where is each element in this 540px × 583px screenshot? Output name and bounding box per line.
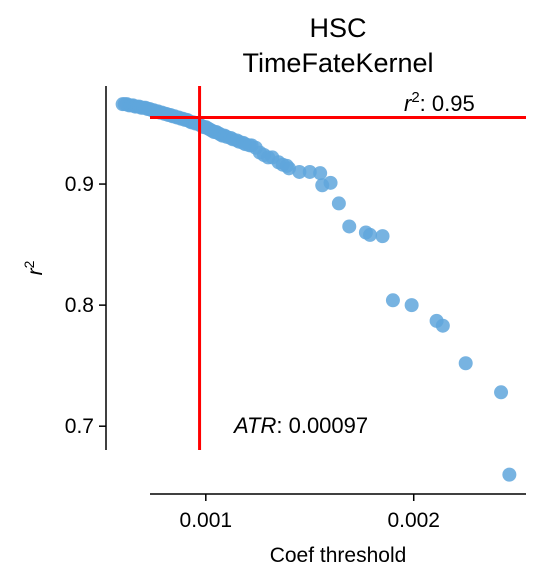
scatter-point bbox=[458, 356, 473, 371]
scatter-point bbox=[502, 467, 517, 482]
x-tick-label: 0.002 bbox=[387, 509, 440, 532]
scatter-point bbox=[494, 385, 509, 400]
atr-annotation-name: ATR bbox=[232, 413, 276, 438]
y-tick-label: 0.8 bbox=[65, 294, 94, 317]
y-axis-label-sup: 2 bbox=[21, 260, 37, 268]
chart-title-line-2: TimeFateKernel bbox=[242, 48, 433, 78]
scatter-point bbox=[315, 178, 330, 193]
scatter-point bbox=[404, 298, 419, 313]
x-axis-ticks: 0.001 0.002 bbox=[180, 494, 440, 532]
atr-annotation: ATR: 0.00097 bbox=[232, 413, 368, 438]
scatter-point bbox=[331, 196, 346, 211]
scatter-point bbox=[342, 219, 357, 234]
scatter-point bbox=[385, 293, 400, 308]
scatter-point bbox=[435, 318, 450, 333]
y-axis-ticks: 0.7 0.8 0.9 bbox=[65, 173, 106, 438]
r2-annotation-sup: 2 bbox=[411, 89, 419, 106]
scatter-point bbox=[363, 227, 378, 242]
scatter-point bbox=[313, 166, 328, 181]
scatter-point bbox=[375, 229, 390, 244]
x-tick-label: 0.001 bbox=[180, 509, 233, 532]
atr-annotation-value: : 0.00097 bbox=[276, 413, 368, 438]
scatter-point bbox=[302, 164, 317, 179]
scatter-point bbox=[292, 164, 307, 179]
y-axis-label-base: r bbox=[24, 267, 47, 275]
y-axis-label: r2 bbox=[21, 260, 47, 275]
r2-annotation-base: r bbox=[404, 91, 413, 116]
y-tick-label: 0.7 bbox=[65, 415, 94, 438]
chart-title-line-1: HSC bbox=[309, 13, 366, 43]
r2-annotation: r2: 0.95 bbox=[404, 89, 475, 116]
y-tick-label: 0.9 bbox=[65, 173, 94, 196]
threshold-lines bbox=[150, 86, 526, 450]
data-points bbox=[115, 97, 517, 482]
x-axis-label: Coef threshold bbox=[270, 544, 407, 567]
r2-annotation-value: : 0.95 bbox=[420, 91, 475, 116]
